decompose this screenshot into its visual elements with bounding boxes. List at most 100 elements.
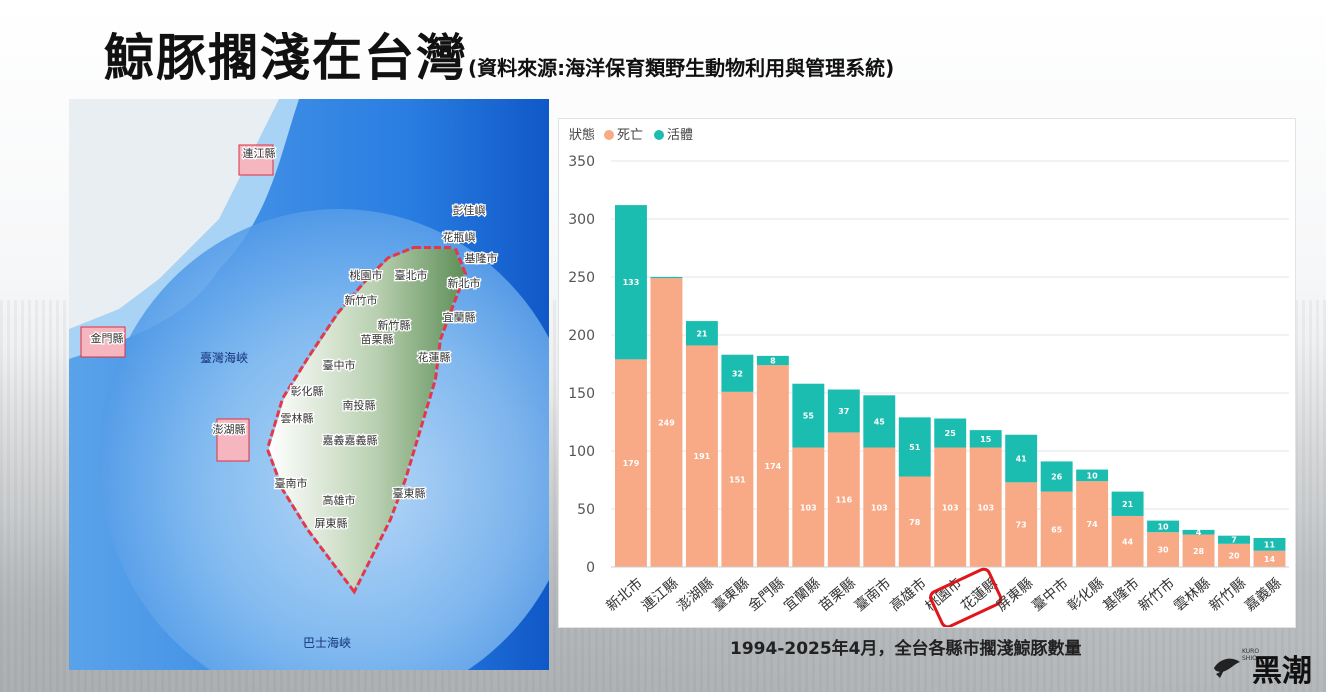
x-tick-label: 連江縣	[639, 575, 681, 614]
map-label: 連江縣	[243, 146, 276, 160]
legend-label: 活體	[667, 128, 693, 143]
data-label-live: 55	[803, 412, 815, 421]
bar-live	[1182, 529, 1215, 535]
map-label: 苗栗縣	[361, 333, 394, 346]
kinmen-grid	[80, 326, 126, 358]
stranding-bar-chart: 狀態 死亡 活體 0 50 100 150 200 250 300 350 179 133 新北市 249 連…	[558, 118, 1296, 629]
logo-cn: 黑潮	[1252, 654, 1312, 689]
x-tick-label: 臺中市	[1029, 575, 1072, 615]
data-label-dead: 28	[1193, 547, 1205, 556]
bar-dead	[934, 447, 967, 567]
bar-dead	[969, 447, 1002, 567]
data-label-dead: 191	[694, 452, 711, 461]
map-label: 花瓶嶼	[443, 230, 476, 244]
data-label-live: 45	[874, 417, 886, 426]
data-label-live: 10	[1087, 471, 1099, 480]
taiwan-stranding-map: 連江縣 彭佳嶼 花瓶嶼 基隆市 新北市 桃園市 臺北市 新竹市 宜蘭縣 新竹縣 苗栗縣 花蓮縣 臺中市彰…	[69, 99, 579, 692]
map-label: 金門縣	[91, 331, 124, 345]
bar-live	[721, 354, 754, 392]
matsu-grid	[238, 144, 274, 176]
bar-live	[1005, 434, 1038, 483]
x-tick-label: 宜蘭縣	[781, 575, 823, 614]
mainland-land	[69, 99, 279, 329]
data-label-dead: 174	[765, 462, 782, 471]
bar-dead	[827, 432, 860, 567]
title-main: 鯨豚擱淺在台灣	[104, 29, 468, 87]
data-label-dead: 179	[623, 459, 640, 468]
map-label: 彭佳嶼	[453, 203, 486, 217]
data-label-dead: 74	[1087, 520, 1099, 529]
bar-live	[898, 417, 931, 477]
map-label: 彰化縣	[291, 384, 324, 398]
x-tick-label: 新北市	[603, 575, 646, 615]
map-label: 臺南市	[275, 476, 308, 490]
bar-live	[1111, 491, 1144, 516]
y-tick-label: 300	[568, 212, 595, 228]
bar-live	[827, 389, 860, 433]
map-label: 新北市	[448, 276, 481, 290]
map-label: 屏東縣	[315, 517, 348, 530]
logo-en: KURO SHIO	[1242, 648, 1260, 662]
bar-dead	[1147, 532, 1180, 567]
legend-marker	[654, 130, 664, 140]
y-tick-label: 0	[586, 560, 595, 576]
map-label: 花蓮縣	[418, 350, 451, 364]
bar-dead	[685, 345, 718, 567]
chart-legend: 狀態 死亡 活體	[569, 127, 693, 143]
bar-live	[1253, 538, 1286, 551]
bar-dead	[721, 391, 754, 567]
map-label: 臺東縣	[393, 486, 426, 500]
slide-title: 鯨豚擱淺在台灣(資料來源:海洋保育類野生動物利用與管理系統)	[104, 18, 894, 90]
y-tick-label: 150	[568, 386, 595, 402]
data-label-live: 10	[1157, 522, 1169, 531]
bar-live	[1040, 461, 1073, 492]
title-source-note: (資料來源:海洋保育類野生動物利用與管理系統)	[468, 56, 895, 80]
data-label-dead: 73	[1016, 521, 1027, 530]
whale-logo-icon	[1214, 658, 1240, 678]
x-tick-label: 彰化縣	[1064, 575, 1107, 615]
data-label-live: 37	[838, 407, 849, 416]
data-label-dead: 103	[977, 503, 994, 512]
bar-dead	[1111, 515, 1144, 567]
data-label-dead: 44	[1122, 537, 1134, 546]
bar-dead	[615, 359, 647, 567]
bar-live	[756, 355, 789, 366]
bar-dead	[1182, 534, 1215, 567]
chart-caption: 1994-2025年4月，全台各縣市擱淺鯨豚數量	[730, 639, 1082, 659]
data-label-live: 21	[696, 329, 708, 338]
map-label: 澎湖縣	[213, 423, 246, 436]
bar-dead	[1005, 482, 1038, 567]
bar-live	[863, 395, 896, 448]
legend-marker	[604, 130, 614, 140]
bar-dead	[898, 476, 931, 567]
bar-live	[1076, 469, 1109, 482]
bar-dead	[1040, 491, 1073, 567]
data-label-live: 8	[770, 357, 776, 366]
x-tick-label: 新竹市	[1135, 575, 1178, 615]
bar-dead	[650, 278, 683, 567]
bar-dead	[1253, 550, 1286, 567]
data-label-dead: 151	[729, 475, 746, 484]
map-label: 新竹市	[345, 293, 378, 307]
x-tick-label: 基隆市	[1099, 575, 1142, 615]
data-label-live: 15	[980, 435, 992, 444]
map-label: 南投縣	[343, 398, 376, 412]
x-tick-label: 高雄市	[887, 575, 930, 615]
data-label-live: 133	[623, 278, 640, 287]
data-label-dead: 14	[1264, 555, 1276, 564]
data-label-dead: 65	[1051, 525, 1063, 534]
bar-live	[969, 430, 1002, 448]
data-label-live: 7	[1231, 536, 1237, 545]
data-label-dead: 249	[658, 419, 675, 428]
bar-live	[792, 383, 825, 448]
highlight-box	[929, 567, 1003, 629]
bar-live	[934, 418, 967, 448]
map-label: 嘉義縣	[345, 433, 378, 447]
data-label-dead: 20	[1228, 551, 1240, 560]
data-label-dead: 103	[871, 503, 888, 512]
bar-live	[685, 321, 718, 346]
bar-dead	[1218, 543, 1250, 567]
x-tick-label: 新竹縣	[1207, 575, 1249, 614]
